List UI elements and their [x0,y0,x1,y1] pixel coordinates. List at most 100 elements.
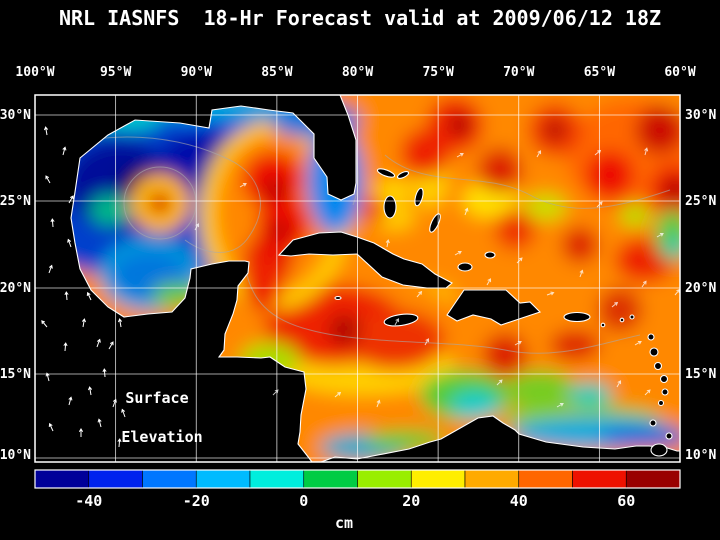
vector-arrow [514,340,522,346]
colorbar-cell [518,469,573,489]
lesser-antilles-islands [600,314,673,457]
vector-arrow [102,368,107,378]
colorbar-cell [195,469,251,489]
lon-tick-label: 95°W [100,65,131,80]
puerto-rico-land [563,311,591,323]
colorbar-cell [464,469,520,489]
jamaica-land [383,313,419,327]
colorbar-cell [410,469,466,489]
lat-tick-label: 30°N [685,108,716,123]
vector-arrow [68,396,73,406]
lat-axis-right: 30°N 25°N 20°N 15°N 10°N [685,108,716,463]
annotation-elevation: Elevation [121,428,202,446]
vector-arrow [81,318,87,328]
cuba-land [277,231,453,289]
vector-arrow [48,422,54,432]
lat-tick-label: 10°N [685,448,716,463]
colorbar-unit-label: cm [335,514,353,532]
vector-arrow [486,278,492,286]
vector-arrow [43,126,49,136]
vector-arrow [416,290,423,298]
lon-tick-label: 60°W [664,65,695,80]
vector-arrow [596,201,603,208]
vector-arrow [68,195,74,204]
vector-arrow [67,238,72,248]
vector-arrow [616,380,622,388]
vector-arrow [87,386,93,396]
vector-arrow [108,341,114,350]
lat-tick-label: 20°N [0,281,31,296]
vector-arrow [546,291,555,296]
vector-arrow [334,391,342,398]
lon-axis: 100°W 95°W 90°W 85°W 80°W 75°W 70°W 65°W 60°W [15,65,695,80]
colorbar-tick-label: -40 [75,492,102,510]
lon-tick-label: 90°W [181,65,212,80]
colorbar-cell [249,469,305,489]
lon-tick-label: 75°W [422,65,453,80]
lon-tick-label: 70°W [503,65,534,80]
vector-arrow [496,379,503,386]
colorbar [34,469,681,489]
vector-arrow [516,257,523,264]
page-title: NRL IASNFS 18-Hr Forecast valid at 2009/… [59,6,661,30]
vector-arrow [594,149,602,156]
vector-arrow [62,146,67,156]
lon-tick-label: 85°W [261,65,292,80]
annotation-surface: Surface [125,389,188,407]
current-vectors [41,126,680,448]
colorbar-tick-label: 20 [402,492,420,510]
colorbar-cell [142,469,197,489]
vector-arrow [644,389,651,396]
hispaniola-land [446,289,542,326]
vector-arrow [641,280,647,288]
vector-arrow [385,239,390,248]
vector-arrow [634,340,642,346]
vector-arrow [454,250,462,256]
vector-arrow [117,318,123,328]
vector-arrow [41,320,48,328]
vector-arrow [611,301,619,308]
vector-arrow [112,398,117,408]
lon-tick-label: 80°W [342,65,373,80]
vector-arrow [78,428,84,437]
lat-tick-label: 30°N [0,108,31,123]
lon-tick-label: 100°W [15,65,54,80]
vector-arrow [48,264,53,274]
colorbar-tick-label: 60 [617,492,635,510]
vector-arrow [394,318,400,326]
lat-tick-label: 25°N [0,194,31,209]
vector-arrow [644,147,649,156]
vector-arrow [50,218,55,228]
vector-arrow [376,399,381,408]
vector-arrow [556,402,564,408]
lat-tick-label: 15°N [0,367,31,382]
colorbar-cell [572,469,627,489]
colorbar-cell [625,469,681,489]
lat-tick-label: 15°N [685,367,716,382]
vector-arrow [117,438,122,448]
vector-arrow [456,152,464,158]
colorbar-cell [34,469,90,489]
vector-arrow [96,338,101,348]
lat-tick-label: 20°N [685,281,716,296]
lat-tick-label: 10°N [0,448,31,463]
lat-tick-label: 25°N [685,194,716,209]
vector-arrow [63,342,68,352]
colorbar-cell [357,469,412,489]
vector-arrow [579,269,584,278]
colorbar-cell [303,469,358,489]
vector-arrow [656,232,664,238]
vector-arrow [121,408,126,418]
colorbar-ticks: -40 -20 0 20 40 60 [75,492,635,510]
vector-arrow [97,418,102,428]
vector-arrow [464,207,469,216]
vector-arrow [64,291,69,301]
lon-tick-label: 65°W [584,65,615,80]
graticule [35,95,680,462]
vector-arrow [239,182,247,188]
vector-arrow [272,389,279,396]
vector-arrow [424,338,430,346]
vector-arrow [536,150,542,158]
vector-arrow [86,291,92,301]
